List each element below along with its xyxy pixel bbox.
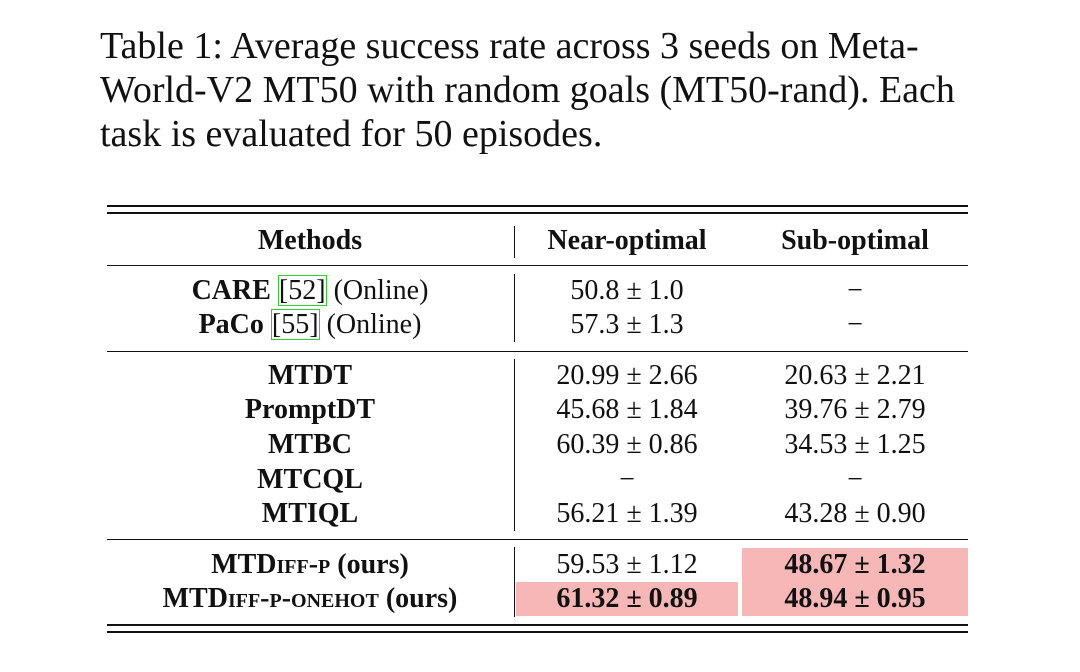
method-name-smallcaps: iff-p	[276, 549, 331, 580]
header-rule	[107, 265, 968, 266]
method-cell-care: CARE [52] (Online)	[140, 274, 480, 308]
bottom-rule-double	[107, 631, 968, 633]
method-name: PromptDT	[244, 394, 376, 425]
method-suffix: (ours)	[330, 549, 409, 580]
bottom-rule	[107, 624, 968, 626]
sub-optimal-value: −	[847, 275, 863, 306]
sub-optimal-value-best: 48.67 ± 1.32	[742, 548, 968, 582]
near-optimal-value: −	[619, 464, 635, 495]
sub-optimal-value: −	[847, 309, 863, 340]
header-near-optimal: Near-optimal	[547, 225, 707, 256]
method-name-prefix: MTD	[162, 583, 228, 614]
sub-optimal-value: −	[847, 464, 863, 495]
method-suffix: (ours)	[378, 583, 458, 614]
method-name-prefix: MTD	[211, 549, 277, 580]
table-caption: Table 1: Average success rate across 3 s…	[100, 25, 955, 155]
header-sub-optimal: Sub-optimal	[781, 225, 929, 256]
near-optimal-value: 60.39 ± 0.86	[556, 429, 698, 460]
near-optimal-value: 56.21 ± 1.39	[556, 498, 698, 529]
sub-optimal-value-best: 48.94 ± 0.95	[742, 582, 968, 616]
near-optimal-value: 50.8 ± 1.0	[570, 275, 684, 306]
column-separator	[514, 274, 515, 342]
section-rule-2	[107, 539, 968, 540]
near-optimal-value: 59.53 ± 1.12	[556, 549, 698, 580]
method-cell-mtdiff-p-onehot: MTDiff-p-onehot (ours)	[140, 582, 480, 616]
method-name-smallcaps: iff-p-onehot	[227, 583, 379, 614]
method-name: MTCQL	[257, 464, 363, 495]
near-optimal-value: 45.68 ± 1.84	[556, 394, 698, 425]
section-rule-1	[107, 351, 968, 352]
method-suffix: (Online)	[326, 309, 422, 340]
sub-optimal-value: 34.53 ± 1.25	[784, 429, 926, 460]
sub-optimal-value: 20.63 ± 2.21	[784, 360, 926, 391]
method-name: PaCo	[198, 309, 264, 340]
near-optimal-value: 57.3 ± 1.3	[570, 309, 684, 340]
near-optimal-value: 20.99 ± 2.66	[556, 360, 698, 391]
method-cell-paco: PaCo [55] (Online)	[140, 308, 480, 342]
header-methods: Methods	[257, 225, 363, 256]
top-rule	[107, 205, 968, 207]
method-name: MTDT	[268, 360, 352, 391]
column-separator	[514, 547, 515, 617]
method-name: MTBC	[268, 429, 352, 460]
sub-optimal-value: 43.28 ± 0.90	[784, 498, 926, 529]
method-cell-mtdiff-p: MTDiff-p (ours)	[140, 548, 480, 582]
method-name: MTIQL	[261, 498, 359, 529]
sub-optimal-value: 39.76 ± 2.79	[784, 394, 926, 425]
near-optimal-value-best: 61.32 ± 0.89	[516, 582, 738, 616]
citation-link[interactable]: [55]	[270, 309, 320, 340]
top-rule-double	[107, 212, 968, 214]
column-separator	[514, 226, 515, 258]
column-separator	[514, 359, 515, 531]
method-name: CARE	[191, 275, 271, 306]
citation-link[interactable]: [52]	[277, 275, 327, 306]
method-suffix: (Online)	[333, 275, 429, 306]
